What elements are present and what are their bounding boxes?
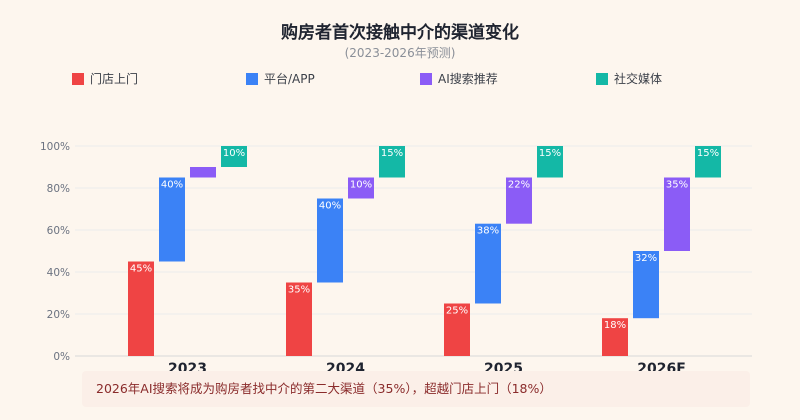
y-tick-label: 0% — [53, 351, 70, 363]
legend-label: 平台/APP — [264, 72, 315, 86]
y-tick-label: 20% — [47, 309, 70, 321]
legend-swatch — [420, 72, 432, 85]
y-tick-label: 40% — [47, 267, 70, 279]
y-tick-label: 60% — [47, 225, 70, 237]
bar — [444, 303, 470, 356]
bar — [286, 282, 312, 356]
bar — [475, 223, 501, 304]
legend-item-store-visit: 门店上门 — [72, 70, 138, 87]
bar — [602, 318, 628, 356]
data-label: 10% — [350, 180, 372, 191]
data-label: 15% — [381, 148, 403, 159]
data-label: 22% — [508, 180, 530, 191]
legend-swatch — [596, 72, 608, 85]
data-label: 35% — [666, 180, 688, 191]
legend-label: AI搜索推荐 — [438, 72, 498, 86]
legend: 门店上门 平台/APP AI搜索推荐 社交媒体 — [72, 70, 772, 88]
bar — [695, 146, 721, 178]
bar — [506, 177, 532, 224]
bar — [159, 177, 185, 262]
y-tick-label: 100% — [40, 141, 70, 153]
data-label: 32% — [635, 253, 657, 264]
bar — [190, 167, 216, 178]
data-label: 40% — [319, 201, 341, 212]
bar — [348, 177, 374, 199]
data-label: 18% — [604, 320, 626, 331]
chart-title: 购房者首次接触中介的渠道变化 — [281, 23, 519, 43]
bar — [379, 146, 405, 178]
data-label: 45% — [130, 264, 152, 275]
annotation-box: 2026年AI搜索将成为购房者找中介的第二大渠道（35%），超越门店上门（18%… — [82, 371, 750, 407]
data-label: 15% — [697, 148, 719, 159]
chart-subtitle: (2023-2026年预测) — [344, 46, 456, 60]
data-label: 38% — [477, 226, 499, 237]
legend-item-platform-app: 平台/APP — [246, 70, 315, 87]
data-label: 35% — [288, 285, 310, 296]
data-label: 10% — [223, 148, 245, 159]
legend-swatch — [246, 72, 258, 85]
bar — [664, 177, 690, 251]
legend-label: 社交媒体 — [614, 72, 663, 86]
legend-swatch — [72, 72, 84, 85]
y-tick-label: 80% — [47, 183, 70, 195]
data-label: 40% — [161, 180, 183, 191]
data-label: 25% — [446, 306, 468, 317]
bar — [633, 251, 659, 319]
legend-label: 门店上门 — [90, 72, 139, 86]
bar — [537, 146, 563, 178]
bar — [128, 261, 154, 356]
legend-item-social-media: 社交媒体 — [596, 70, 662, 87]
bar — [221, 146, 247, 167]
data-label: 15% — [539, 148, 561, 159]
legend-item-ai-search: AI搜索推荐 — [420, 70, 498, 87]
bar — [317, 198, 343, 283]
